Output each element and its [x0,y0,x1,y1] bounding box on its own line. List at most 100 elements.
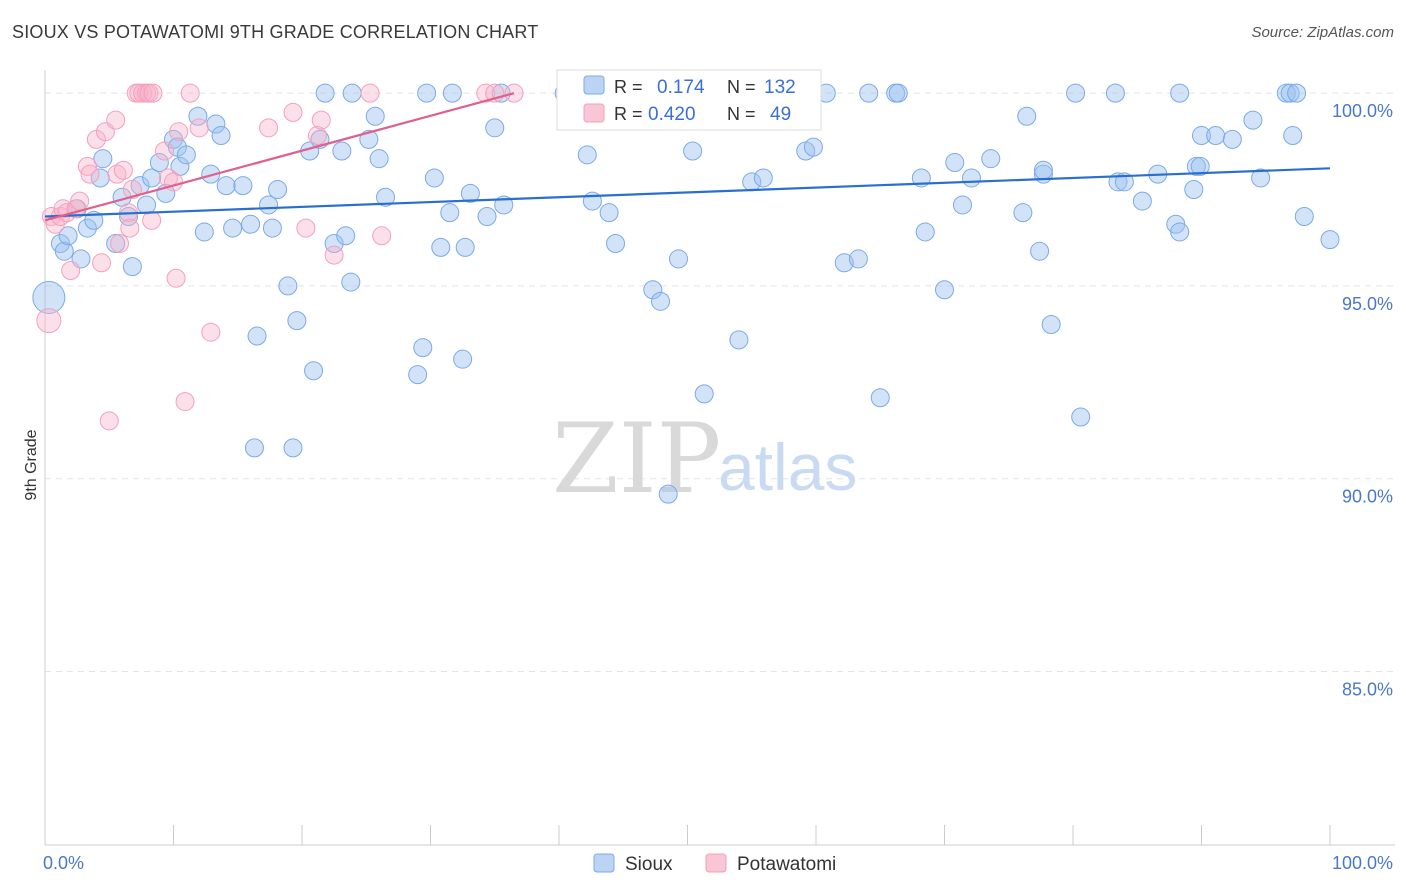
sioux-point-96 [945,153,965,173]
potawatomi-point-44 [360,83,380,103]
y-tick-label-1: 90.0% [1342,487,1393,507]
sioux-point-88 [848,249,868,269]
sioux-point-47 [341,272,361,292]
tick-labels: 85.0% 90.0% 95.0% 100.0% 0.0% 100.0% [43,101,1393,873]
sioux-point-72 [606,234,626,254]
sioux-point-127 [1287,83,1307,103]
potawatomi-point-38 [259,118,279,138]
sioux-point-53 [408,365,428,385]
potawatomi-n-label: N = [727,104,756,124]
sioux-point-97 [952,195,972,215]
sioux-point-31 [241,214,261,234]
sioux-point-85 [803,137,823,157]
sioux-point-2 [54,241,74,261]
chart-title: SIOUX VS POTAWATOMI 9TH GRADE CORRELATIO… [12,22,539,42]
sioux-point-111 [1132,191,1152,211]
sioux-point-95 [935,280,954,300]
series-legend: Sioux Potawatomi [593,853,836,875]
potawatomi-point-28 [143,83,163,103]
potawatomi-point-37 [201,322,221,342]
sioux-point-110 [1114,172,1134,192]
potawatomi-point-42 [311,110,331,130]
sioux-point-51 [369,149,389,169]
sioux-point-83 [753,168,773,188]
sioux-point-119 [1192,126,1211,146]
sioux-point-100 [1013,203,1033,223]
sioux-point-29 [223,218,243,238]
sioux-point-90 [870,388,890,408]
sioux-trend-line [44,167,1331,218]
sioux-point-55 [417,83,437,103]
sioux-point-60 [453,349,473,369]
sioux-point-30 [233,176,253,196]
watermark: ZIP atlas [552,403,857,515]
sioux-point-16 [142,168,162,188]
source-label: Source: ZipAtlas.com [1251,24,1394,41]
sioux-point-56 [424,168,444,188]
potawatomi-n-value: 49 [770,104,791,125]
sioux-point-49 [359,129,379,149]
potawatomi-point-14 [99,411,119,431]
potawatomi-point-39 [283,102,303,122]
sioux-point-75 [651,291,671,311]
potawatomi-point-12 [92,253,112,273]
sioux-points [32,83,1340,504]
potawatomi-legend-swatch [583,103,605,123]
sioux-point-118 [1190,156,1210,176]
potawatomi-point-8 [70,191,90,211]
potawatomi-point-0 [36,308,62,334]
sioux-n-value: 132 [764,77,796,98]
sioux-point-105 [1041,314,1061,334]
sioux-point-114 [1170,222,1190,242]
sioux-point-129 [1320,230,1340,250]
sioux-point-87 [834,253,854,273]
sioux-point-102 [1030,241,1050,261]
legend-potawatomi-swatch [705,853,727,873]
potawatomi-point-17 [110,234,130,254]
potawatomi-r-label: R = [614,104,643,124]
sioux-point-77 [669,249,689,269]
sioux-point-15 [137,195,157,215]
sioux-point-120 [1206,126,1226,146]
sioux-point-58 [440,203,460,223]
sioux-point-122 [1243,110,1263,130]
potawatomi-point-10 [80,164,100,184]
legend-potawatomi-label: Potawatomi [737,854,836,875]
legend-sioux-label: Sioux [625,854,673,875]
sioux-point-43 [315,83,335,103]
sioux-point-38 [283,438,303,458]
sioux-point-33 [247,326,267,346]
y-axis-title: 9th Grade [23,429,40,500]
sioux-point-62 [460,183,480,203]
sioux-point-37 [278,276,298,296]
potawatomi-point-29 [155,141,175,161]
sioux-point-81 [729,330,749,350]
sioux-point-9 [93,149,113,169]
potawatomi-point-6 [61,260,81,280]
sioux-point-64 [485,118,505,138]
x-tick-label-1: 100.0% [1332,853,1393,873]
potawatomi-point-33 [169,122,189,142]
sioux-point-125 [1280,83,1300,103]
potawatomi-point-15 [106,110,126,130]
sioux-point-98 [961,168,981,188]
y-tick-label-2: 95.0% [1342,294,1393,314]
potawatomi-point-9 [77,156,97,176]
sioux-point-107 [1071,407,1091,427]
sioux-point-6 [77,218,97,238]
trend-lines [44,92,1331,222]
stats-legend: R = 0.174 N = 132 R = 0.420 N = 49 [556,69,822,131]
sioux-r-label: R = [614,77,643,97]
sioux-point-46 [336,226,356,246]
sioux-point-104 [1033,160,1053,180]
potawatomi-r-value: 0.420 [648,104,696,125]
sioux-point-92 [888,83,908,103]
sioux-point-71 [599,203,619,223]
sioux-point-52 [376,187,396,207]
potawatomi-point-36 [189,118,209,138]
sioux-point-0 [32,280,66,314]
sioux-point-32 [244,438,264,458]
potawatomi-point-35 [180,83,200,103]
potawatomi-point-20 [120,218,140,238]
